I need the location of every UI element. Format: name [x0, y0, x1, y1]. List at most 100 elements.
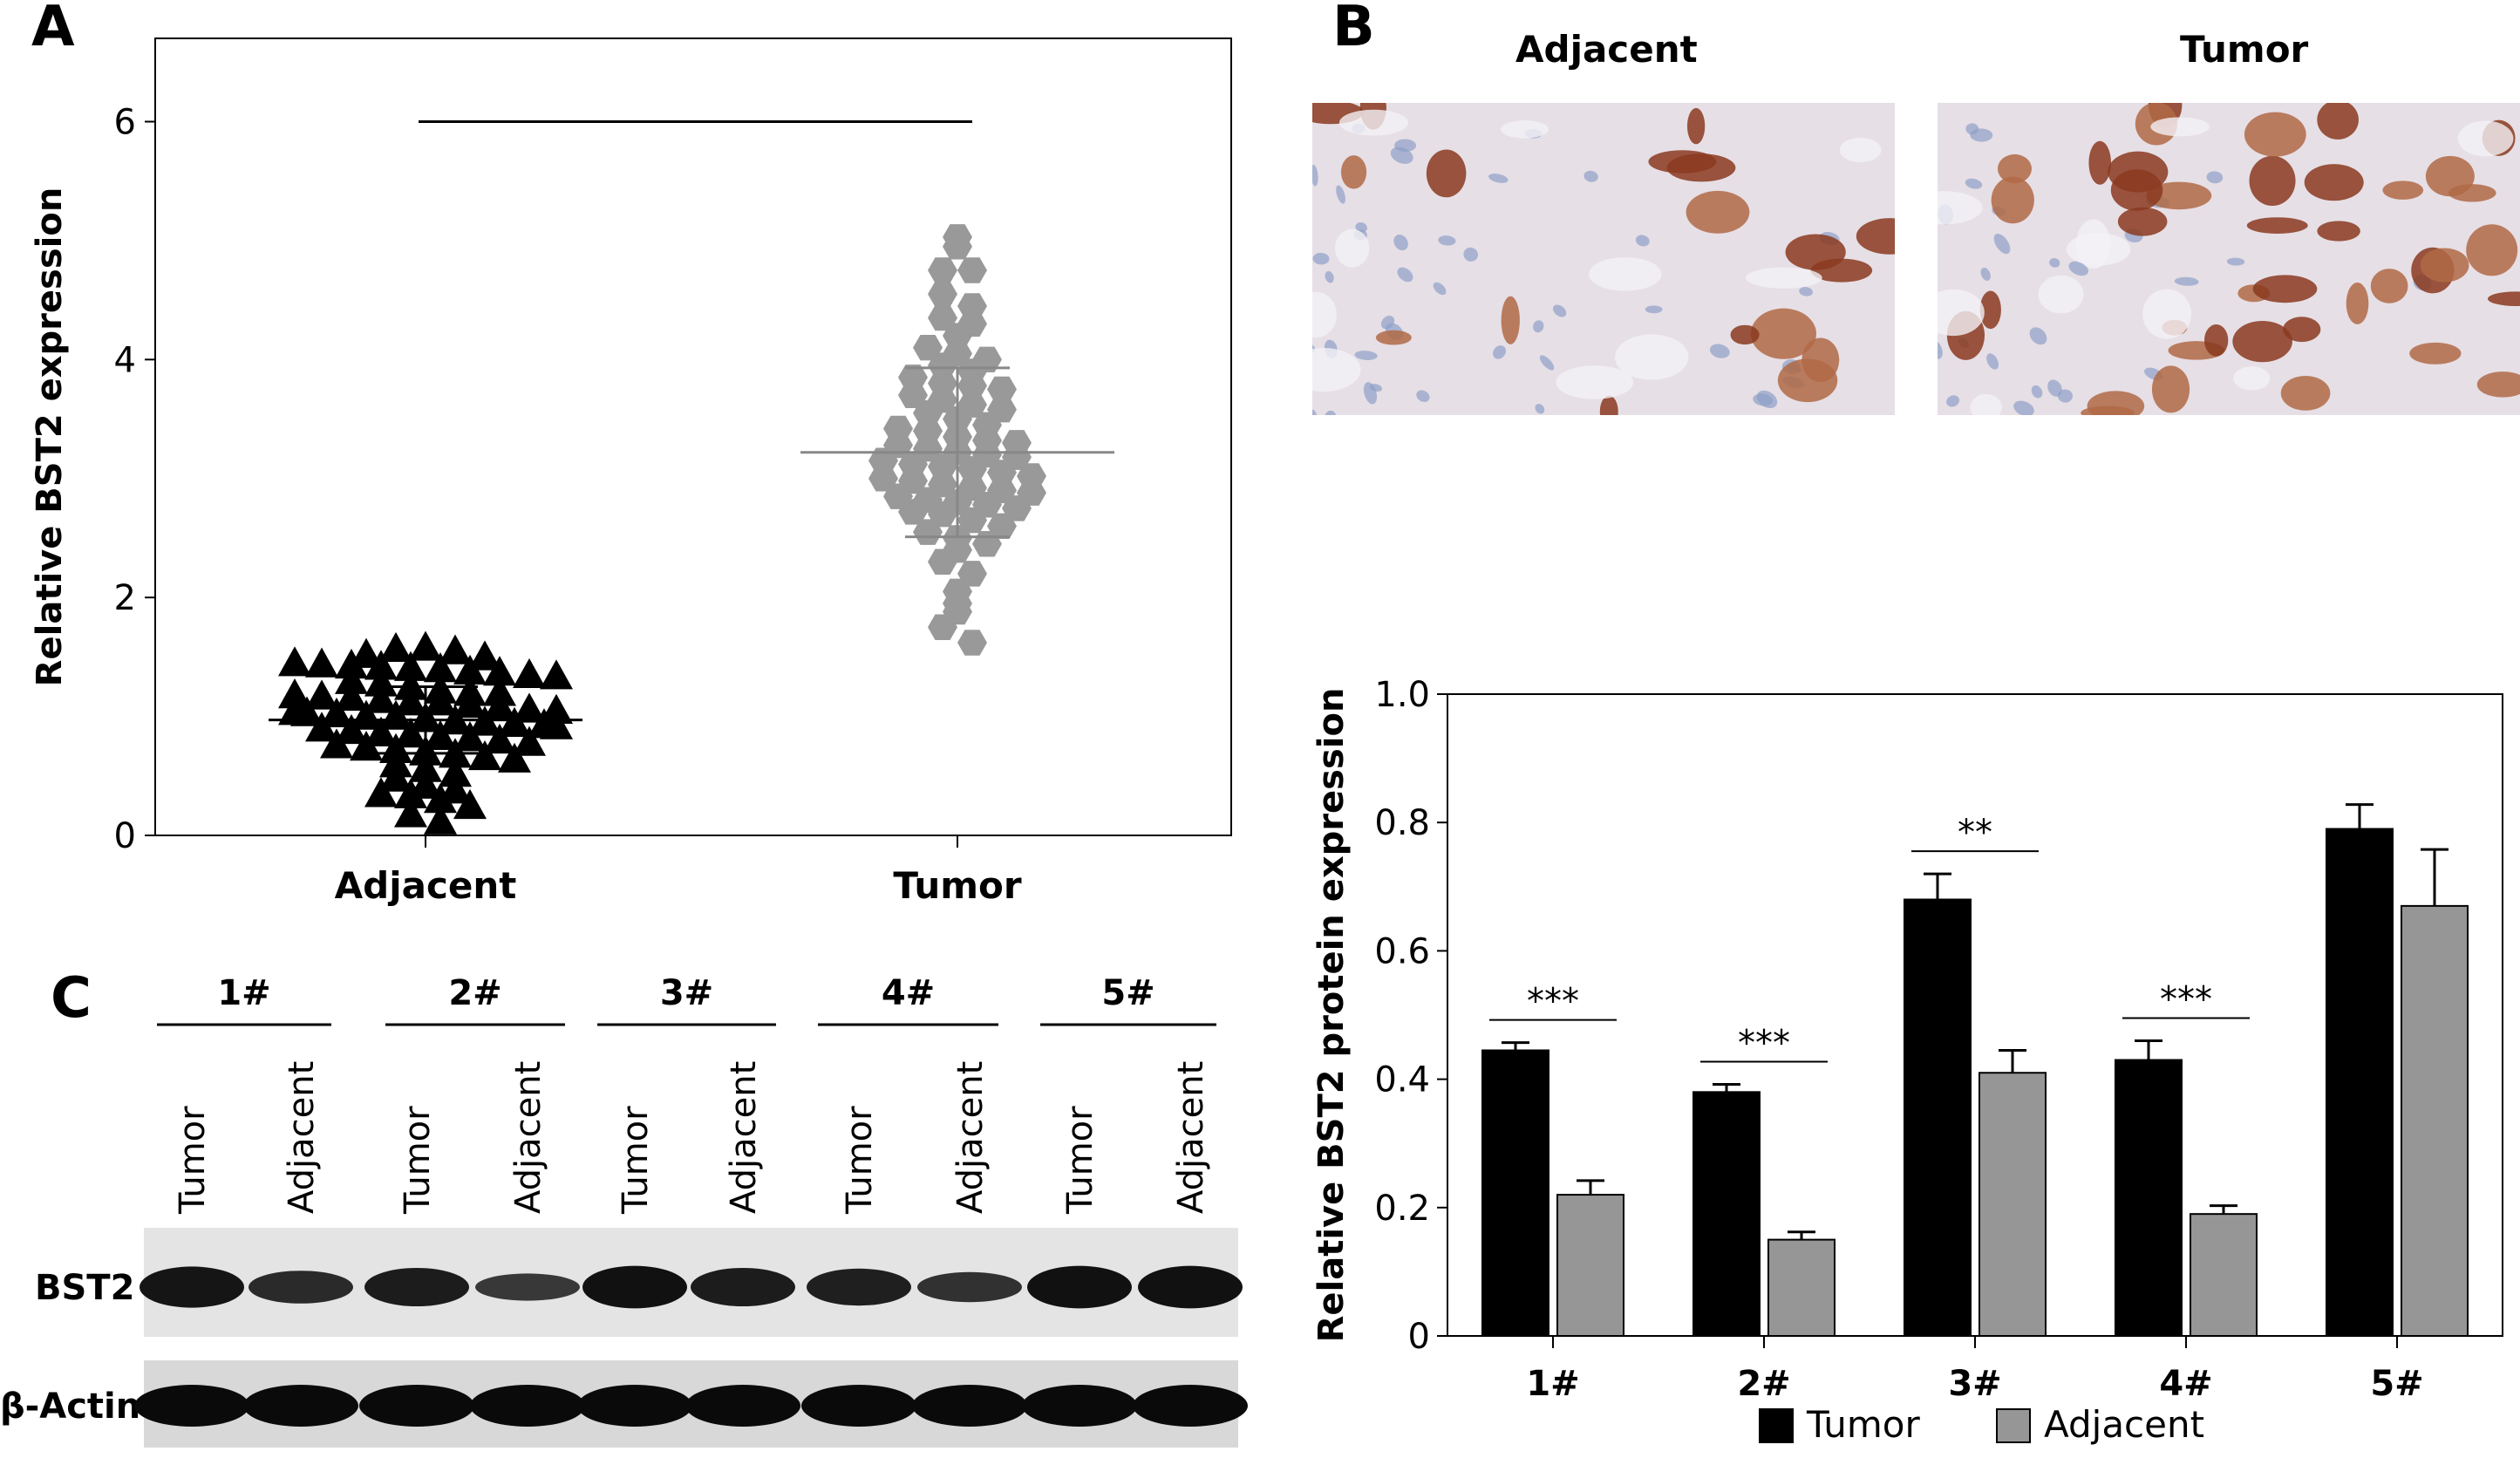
ihc-lumen	[1970, 393, 2002, 415]
ihc-nucleus	[1709, 344, 1730, 358]
ihc-stain	[1686, 190, 1750, 234]
tumor-point	[957, 630, 987, 656]
ihc-stain	[1991, 176, 2034, 224]
adjacent-point	[540, 659, 573, 690]
adjacent-point	[379, 631, 412, 663]
y-axis-label: Relative BST2 expression	[30, 187, 70, 687]
ihc-nucleus	[1324, 410, 1337, 415]
ihc-lumen	[1500, 120, 1549, 139]
ihc-stain	[1997, 153, 2032, 184]
adjacent-point	[453, 788, 487, 820]
x-tick-label: Tumor	[893, 864, 1022, 907]
blot-group-label: 2#	[448, 973, 501, 1013]
ihc-lumen	[1589, 257, 1662, 291]
bst2-band	[364, 1268, 469, 1306]
adjacent-point	[540, 709, 573, 739]
adjacent-point	[468, 640, 501, 671]
adjacent-bar	[2401, 904, 2469, 1337]
ihc-lumen	[2233, 366, 2271, 391]
adjacent-point	[498, 742, 531, 773]
adjacent-point	[394, 670, 427, 700]
ihc-nucleus	[1965, 178, 1983, 189]
ihc-nucleus	[2068, 261, 2089, 276]
adjacent-point	[513, 726, 546, 756]
x-tick-label: Adjacent	[335, 864, 517, 907]
ihc-stain	[2117, 207, 2168, 236]
ihc-stain	[2409, 342, 2462, 365]
bar-y-tick-label: 0.2	[1374, 1189, 1430, 1229]
ihc-stain	[2283, 317, 2321, 343]
bst2-band	[582, 1265, 687, 1309]
ihc-nucleus	[1416, 390, 1430, 403]
tumor-point	[1002, 430, 1032, 456]
ihc-nucleus	[1312, 252, 1330, 265]
bst2-band	[917, 1271, 1022, 1303]
ihc-stain	[2232, 320, 2292, 363]
adjacent-point	[424, 652, 457, 683]
ihc-lumen	[1335, 228, 1370, 268]
tumor-point	[898, 365, 928, 391]
ihc-header-adjacent: Adjacent	[1515, 28, 1698, 71]
ihc-nucleus	[2029, 327, 2047, 345]
ihc-stain	[2370, 269, 2408, 303]
ihc-nucleus	[1493, 345, 1507, 359]
blot-group-label: 5#	[1101, 973, 1154, 1013]
adjacent-point	[278, 646, 311, 677]
adjacent-point	[424, 804, 457, 835]
ihc-nucleus	[2226, 257, 2245, 266]
ihc-lumen	[2142, 289, 2192, 339]
adjacent-point	[364, 777, 398, 807]
bar-y-tick-label: 0.6	[1374, 931, 1430, 971]
blot-row-label-bst2: BST2	[35, 1268, 134, 1308]
tumor-point	[928, 281, 957, 308]
panel-c-letter: C	[51, 966, 92, 1031]
ihc-nucleus	[1438, 235, 1456, 246]
adjacent-point	[453, 721, 487, 752]
tumor-point	[943, 224, 972, 250]
adjacent-point	[483, 676, 516, 706]
adjacent-point	[394, 651, 427, 681]
ihc-stain	[2249, 155, 2296, 207]
bst2-band	[249, 1271, 353, 1304]
ihc-stain	[1340, 155, 1367, 189]
ihc-image-adjacent	[1312, 103, 1895, 415]
ihc-stain	[2420, 248, 2469, 283]
tumor-point	[957, 257, 987, 283]
bar-y-tick-label: 0.8	[1374, 803, 1430, 843]
bar-x-tick-label: 4#	[2159, 1364, 2212, 1404]
ihc-stain	[1730, 324, 1760, 345]
significance-stars: ***	[1527, 982, 1579, 1022]
ihc-nucleus	[1645, 305, 1663, 314]
ihc-nucleus	[1393, 234, 1408, 251]
ihc-stain	[2346, 283, 2369, 324]
ihc-lumen	[2150, 117, 2210, 137]
y-tick-label: 0	[114, 816, 136, 856]
actin-band	[685, 1385, 800, 1427]
ihc-stain	[1750, 308, 1817, 359]
significance-stars: ***	[1738, 1023, 1790, 1063]
panel-a-scatter-chart: 0 2 4 6 Adjacent Tumor Relative BST2 expressio…	[30, 37, 1232, 907]
ihc-nucleus	[1488, 174, 1509, 183]
tumor-point	[972, 346, 1002, 373]
ihc-lumen	[2038, 275, 2084, 314]
ihc-nucleus	[1980, 267, 1991, 281]
y-tick-label: 4	[114, 340, 136, 380]
ihc-lumen	[2066, 233, 2131, 266]
ihc-nucleus	[1312, 409, 1318, 415]
ihc-lumen	[1312, 348, 1361, 392]
ihc-stain	[2280, 375, 2331, 411]
ihc-lumen	[1938, 191, 1983, 225]
tumor-bar	[2115, 1059, 2183, 1338]
bar-y-tick-label: 0.4	[1374, 1060, 1430, 1100]
bst2-membrane	[144, 1228, 1238, 1337]
ihc-stain	[2488, 291, 2520, 306]
actin-band	[577, 1385, 692, 1427]
blot-lane-label: Tumor	[1060, 1106, 1100, 1215]
ihc-stain	[2087, 391, 2145, 415]
y-tick-label: 6	[114, 102, 136, 142]
ihc-nucleus	[1354, 351, 1378, 360]
bst2-band	[140, 1266, 244, 1308]
ihc-stain	[1777, 358, 1838, 403]
ihc-lumen	[1745, 267, 1822, 289]
ihc-stain	[1599, 395, 1618, 415]
